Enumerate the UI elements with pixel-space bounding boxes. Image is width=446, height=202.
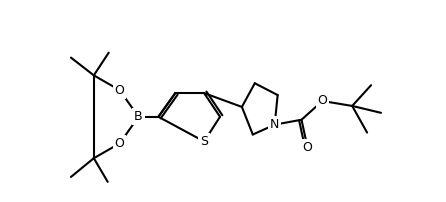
- Text: N: N: [270, 118, 279, 131]
- Text: S: S: [200, 135, 208, 148]
- Text: O: O: [302, 141, 312, 154]
- Text: O: O: [115, 137, 124, 150]
- Text: O: O: [318, 95, 327, 107]
- Text: B: B: [134, 110, 143, 123]
- Text: O: O: [115, 84, 124, 97]
